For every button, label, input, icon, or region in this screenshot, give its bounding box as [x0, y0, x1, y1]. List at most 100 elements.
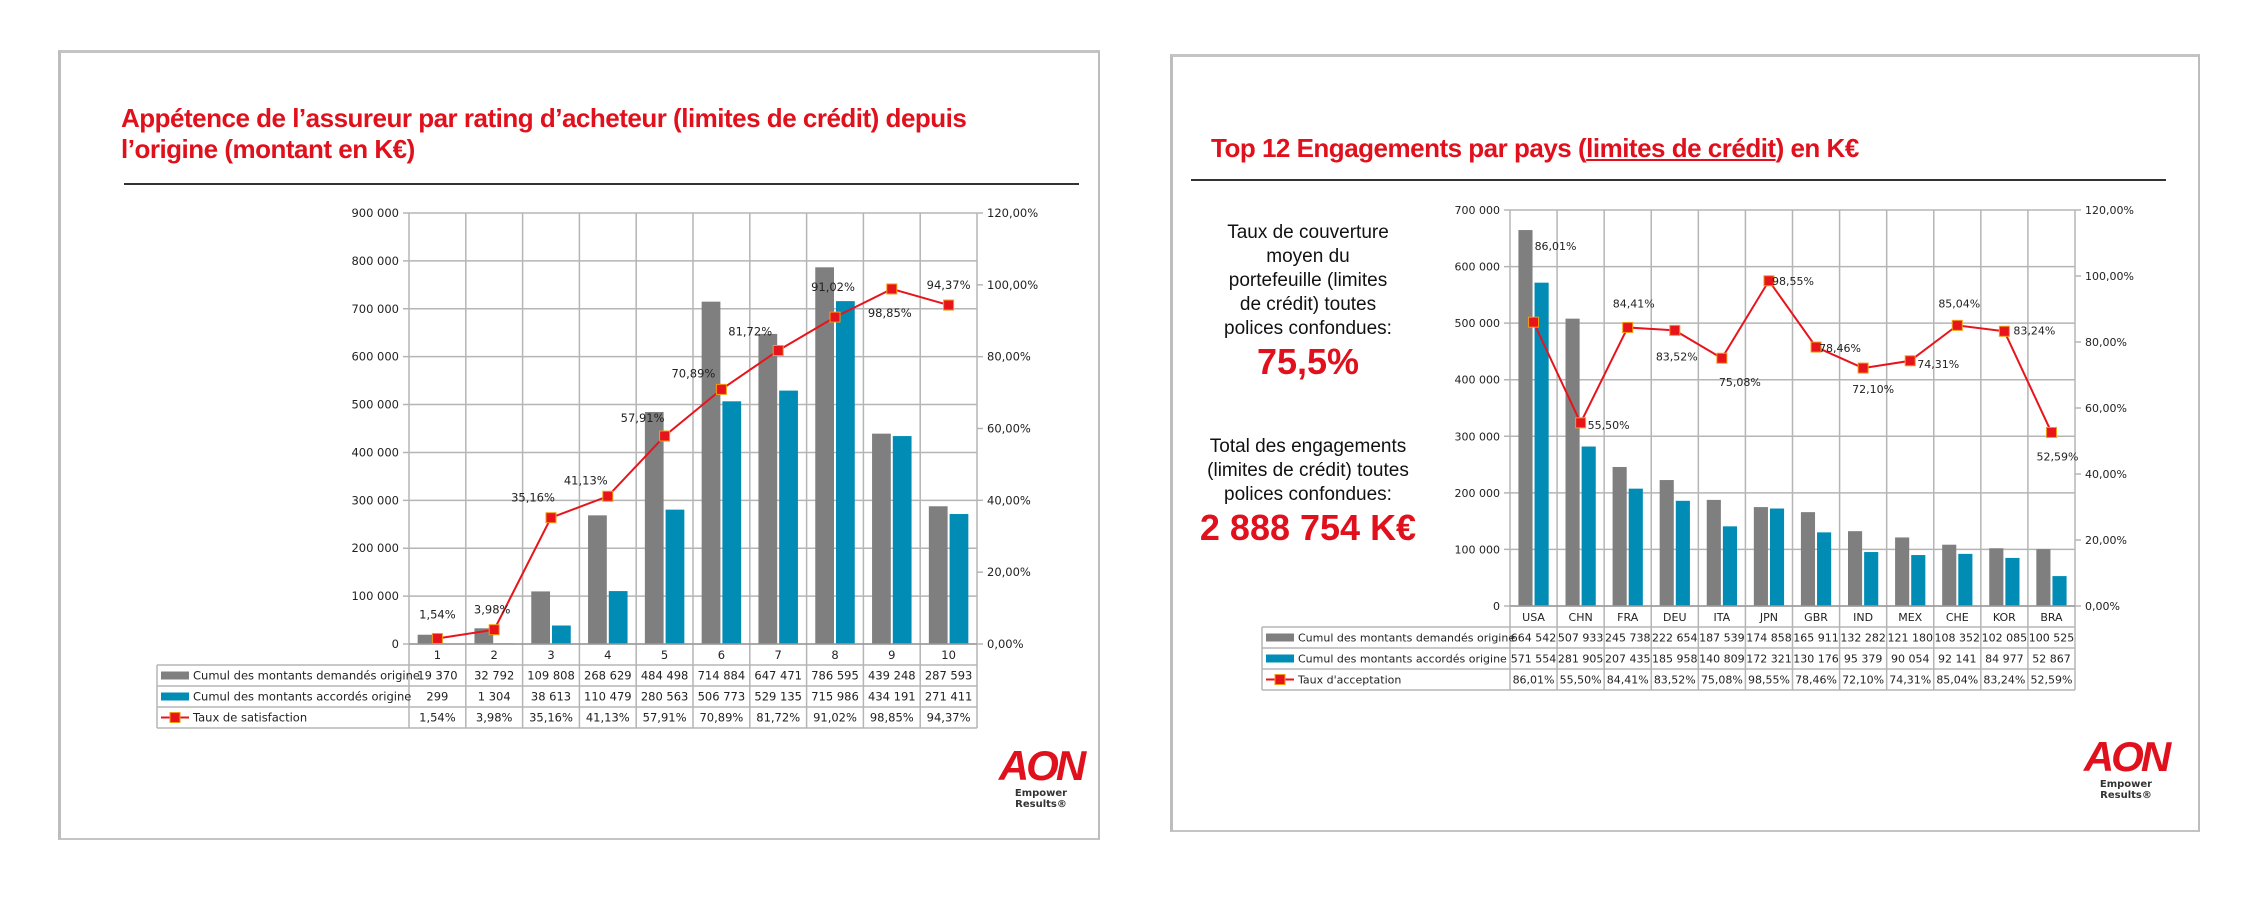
table-cell: 94,37% [927, 711, 971, 725]
y2-tick-label: 20,00% [987, 565, 1031, 579]
title-suffix: ) en K€ [1775, 133, 1860, 163]
bar-accordes [836, 301, 855, 644]
slide-title-left: Appétence de l’assureur par rating d’ach… [121, 103, 1081, 165]
legend-label: Cumul des montants accordés origine [193, 690, 411, 704]
title-divider [1191, 179, 2166, 181]
rate-data-label: 1,54% [419, 607, 456, 621]
rate-marker [602, 490, 614, 502]
y-tick-label: 400 000 [351, 445, 399, 459]
bar-accordes [665, 509, 685, 644]
bar-demandes [701, 301, 721, 644]
rate-data-label: 81,72% [728, 324, 772, 338]
bar-demandes [872, 433, 891, 644]
kpi-total-commitments: Total des engagements (limites de crédit… [1183, 435, 1433, 549]
aon-logo: AON Empower Results® [991, 745, 1091, 811]
table-cell: 38 613 [531, 690, 571, 704]
table-cell: 647 471 [754, 669, 802, 683]
kpi-label-line: polices confondues: [1224, 318, 1392, 339]
bar-demandes [758, 333, 778, 644]
y-tick-label: 600 000 [351, 350, 399, 364]
bar-demandes [417, 634, 437, 644]
rate-marker [829, 311, 841, 323]
table-cell: 41,13% [586, 711, 630, 725]
table-cell: 19 370 [417, 669, 457, 683]
x-category-label: 5 [661, 648, 668, 662]
table-cell: 280 563 [641, 690, 689, 704]
table-cell: 529 135 [754, 690, 802, 704]
aon-logo: AON Empower Results® [2076, 736, 2176, 802]
y-tick-label: 200 000 [351, 541, 399, 555]
aon-tagline: Empower Results® [2099, 779, 2153, 801]
y2-tick-label: 40,00% [987, 493, 1031, 507]
table-cell: 1 304 [478, 690, 511, 704]
table-cell: 271 411 [925, 690, 973, 704]
y-tick-label: 300 000 [351, 493, 399, 507]
table-cell: 506 773 [698, 690, 746, 704]
legend-label: Taux de satisfaction [192, 711, 307, 725]
bar-demandes [588, 515, 607, 644]
rate-data-label: 3,98% [474, 603, 511, 617]
kpi-label-line: de crédit) toutes [1239, 294, 1377, 315]
legend-marker-rate [169, 712, 181, 723]
x-category-label: 3 [547, 648, 554, 662]
table-cell: 287 593 [925, 669, 973, 683]
kpi-label-line: Total des engagements [1209, 436, 1407, 457]
table-cell: 70,89% [699, 711, 743, 725]
table-cell: 434 191 [868, 690, 916, 704]
table-cell: 32 792 [474, 669, 514, 683]
bar-accordes [722, 401, 742, 644]
rate-data-label: 70,89% [671, 366, 715, 380]
rate-data-label: 41,13% [564, 473, 608, 487]
rate-data-label: 98,85% [868, 306, 912, 320]
table-cell: 81,72% [756, 711, 800, 725]
title-link-limites-de-credit[interactable]: limites de crédit [1586, 133, 1776, 163]
legend-swatch-demandes [161, 671, 189, 680]
rate-marker [431, 632, 443, 644]
bar-demandes [928, 506, 948, 644]
y2-tick-label: 0,00% [987, 637, 1024, 651]
y-tick-label: 800 000 [351, 254, 399, 268]
rate-marker [488, 624, 500, 636]
table-cell: 110 479 [584, 690, 632, 704]
rate-marker [886, 283, 898, 295]
rate-marker [943, 299, 955, 311]
bar-demandes [644, 411, 664, 644]
table-cell: 98,85% [870, 711, 914, 725]
rate-marker [659, 430, 671, 442]
bar-accordes [779, 390, 798, 644]
rate-data-label: 57,91% [621, 411, 665, 425]
kpi-label-line: portefeuille (limites [1228, 270, 1388, 291]
aon-tagline: Empower Results® [1014, 788, 1068, 810]
x-category-label: 2 [491, 648, 498, 662]
bar-accordes [892, 436, 912, 644]
table-cell: 1,54% [419, 711, 456, 725]
kpi-coverage-value: 75,5% [1256, 341, 1360, 382]
x-category-label: 4 [604, 648, 611, 662]
x-category-label: 6 [718, 648, 725, 662]
bar-accordes [608, 591, 628, 644]
slide-title-right: Top 12 Engagements par pays (limites de … [1211, 133, 2111, 164]
rate-line [437, 287, 949, 640]
table-cell: 439 248 [868, 669, 916, 683]
title-line-1: Appétence de l’assureur par rating d’ach… [121, 103, 967, 133]
kpi-label-line: moyen du [1266, 246, 1350, 267]
table-cell: 299 [426, 690, 448, 704]
kpi-label-line: polices confondues: [1224, 484, 1392, 505]
x-category-label: 8 [831, 648, 838, 662]
rate-data-label: 94,37% [927, 278, 971, 292]
bar-accordes [949, 514, 969, 644]
table-cell: 715 986 [811, 690, 859, 704]
y-tick-label: 900 000 [351, 206, 399, 220]
y-tick-label: 0 [392, 637, 399, 651]
kpi-total-value: 2 888 754 K€ [1199, 507, 1417, 548]
table-cell: 786 595 [811, 669, 859, 683]
y2-tick-label: 120,00% [987, 206, 1038, 220]
title-line-2: l’origine (montant en K€) [121, 134, 415, 164]
rate-marker [715, 383, 727, 395]
kpi-label-line: Taux de couverture [1227, 222, 1389, 243]
kpi-label-line: (limites de crédit) toutes [1207, 460, 1409, 481]
y-tick-label: 700 000 [351, 302, 399, 316]
x-category-label: 9 [888, 648, 895, 662]
rate-marker [545, 512, 557, 524]
